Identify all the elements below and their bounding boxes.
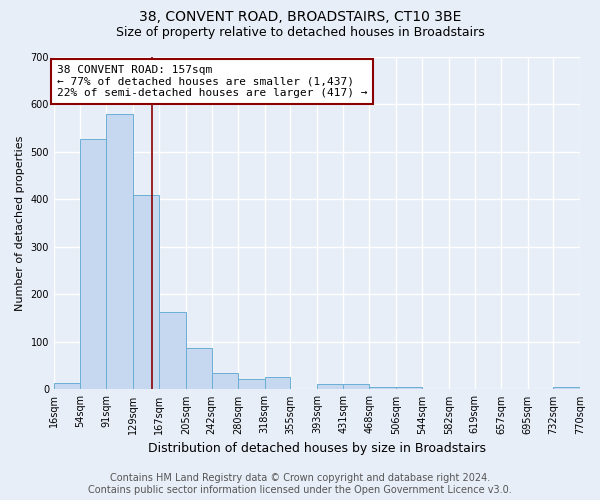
Bar [265,377,290,390]
Bar [317,384,343,390]
Bar [80,139,106,390]
Bar [343,384,369,390]
Text: 38, CONVENT ROAD, BROADSTAIRS, CT10 3BE: 38, CONVENT ROAD, BROADSTAIRS, CT10 3BE [139,10,461,24]
Bar [54,383,80,390]
Bar [238,379,265,390]
X-axis label: Distribution of detached houses by size in Broadstairs: Distribution of detached houses by size … [148,442,486,455]
Bar [106,114,133,390]
Y-axis label: Number of detached properties: Number of detached properties [15,136,25,310]
Bar [186,348,212,390]
Bar [159,312,186,390]
Bar [553,387,580,390]
Bar [133,196,159,390]
Bar [369,387,396,390]
Bar [212,373,238,390]
Text: Contains HM Land Registry data © Crown copyright and database right 2024.
Contai: Contains HM Land Registry data © Crown c… [88,474,512,495]
Text: Size of property relative to detached houses in Broadstairs: Size of property relative to detached ho… [116,26,484,39]
Text: 38 CONVENT ROAD: 157sqm
← 77% of detached houses are smaller (1,437)
22% of semi: 38 CONVENT ROAD: 157sqm ← 77% of detache… [56,65,367,98]
Bar [396,387,422,390]
